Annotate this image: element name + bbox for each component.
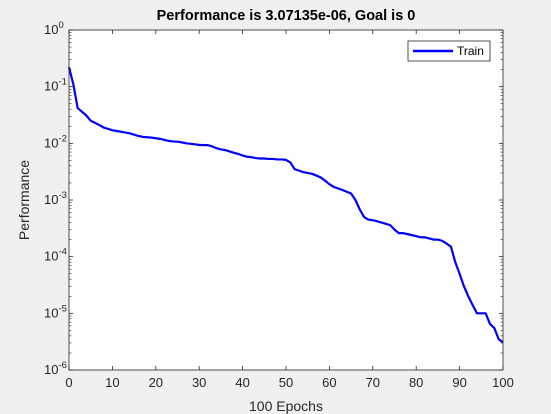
series-line-train [67,66,504,344]
y-tick-label: 10-5 [44,303,67,320]
y-tick-label: 10-2 [44,133,67,150]
y-tick-label: 10-4 [44,247,67,264]
legend[interactable]: Train [407,40,491,62]
y-axis-ticks: 100 10-1 10-2 10-3 10-4 10-5 10-6 [44,20,503,377]
x-tick-label: 70 [366,375,380,390]
y-tick-label: 100 [44,20,64,37]
y-tick-label: 10-1 [44,77,67,94]
x-tick-label: 10 [105,375,119,390]
x-tick-label: 30 [192,375,206,390]
x-tick-label: 20 [149,375,163,390]
plot-lines [67,66,504,344]
axes-background [69,30,503,370]
x-tick-label: 50 [279,375,293,390]
legend-label-train: Train [457,44,484,58]
y-tick-label: 10-6 [44,360,67,377]
axes-box [68,29,504,371]
x-tick-label: 40 [235,375,249,390]
x-tick-label: 60 [322,375,336,390]
x-tick-label: 100 [492,375,514,390]
chart-title: Performance is 3.07135e-06, Goal is 0 [157,8,416,24]
y-axis-label: Performance [16,160,32,240]
x-axis-label: 100 Epochs [249,398,323,414]
x-tick-label: 90 [452,375,466,390]
y-tick-label: 10-3 [44,190,67,207]
x-tick-label: 80 [409,375,423,390]
x-axis-ticks: 0 10 20 30 40 50 60 70 80 90 100 [65,30,514,390]
x-tick-label: 0 [65,375,72,390]
